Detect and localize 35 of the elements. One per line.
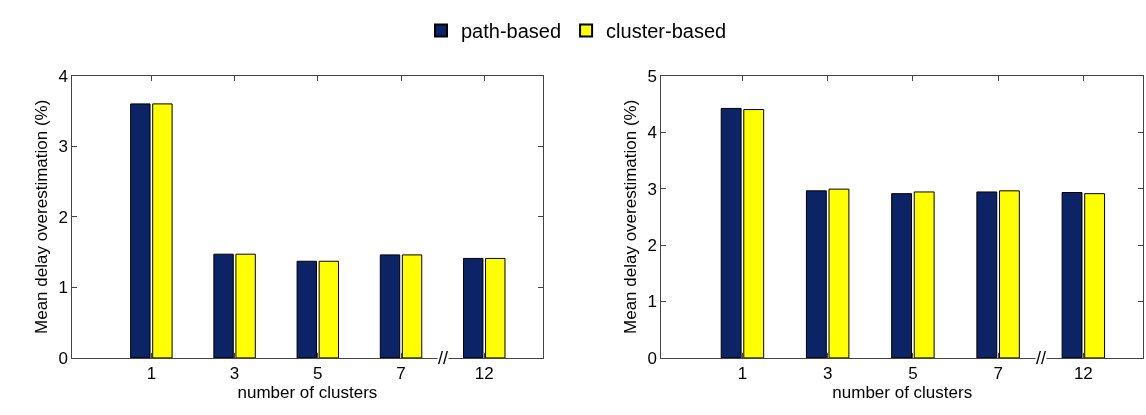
x-tick-label: 1 [737, 364, 748, 384]
bar [891, 193, 913, 358]
y-tick-label: 0 [58, 348, 68, 368]
y-axis-title: Mean delay overestimation (%) [621, 99, 641, 334]
y-tick-label: 1 [647, 292, 658, 312]
y-tick-label: 0 [647, 348, 658, 368]
x-axis-title: number of clusters [237, 383, 378, 403]
x-tick-label: 3 [822, 364, 833, 384]
x-tick-label: 7 [396, 364, 406, 384]
bar [998, 190, 1020, 358]
x-tick-label: 5 [908, 364, 918, 384]
y-tick-label: 2 [58, 207, 68, 227]
y-tick-label: 3 [647, 179, 658, 199]
legend-label: cluster-based [606, 20, 727, 43]
x-axis-title: number of clusters [832, 383, 973, 403]
y-tick-label: 4 [647, 123, 658, 143]
x-tick-label: 12 [474, 364, 494, 384]
bar [401, 254, 423, 358]
bar [379, 254, 401, 358]
x-tick-label: 12 [1073, 364, 1093, 384]
y-tick-label: 2 [647, 235, 658, 255]
y-tick-label: 1 [58, 278, 68, 298]
y-axis-title: Mean delay overestimation (%) [32, 99, 51, 334]
legend-label: path-based [461, 20, 562, 43]
y-tick-label: 5 [647, 66, 658, 86]
x-tick-label: 5 [313, 364, 323, 384]
annotation: // [438, 348, 449, 368]
annotation: // [1036, 348, 1047, 368]
x-tick-label: 3 [229, 364, 240, 384]
y-tick-label: 4 [58, 66, 68, 86]
x-tick-label: 7 [993, 364, 1003, 384]
bar [913, 191, 935, 358]
x-tick-label: 1 [146, 364, 157, 384]
y-tick-label: 3 [58, 137, 68, 157]
bar [976, 191, 998, 358]
